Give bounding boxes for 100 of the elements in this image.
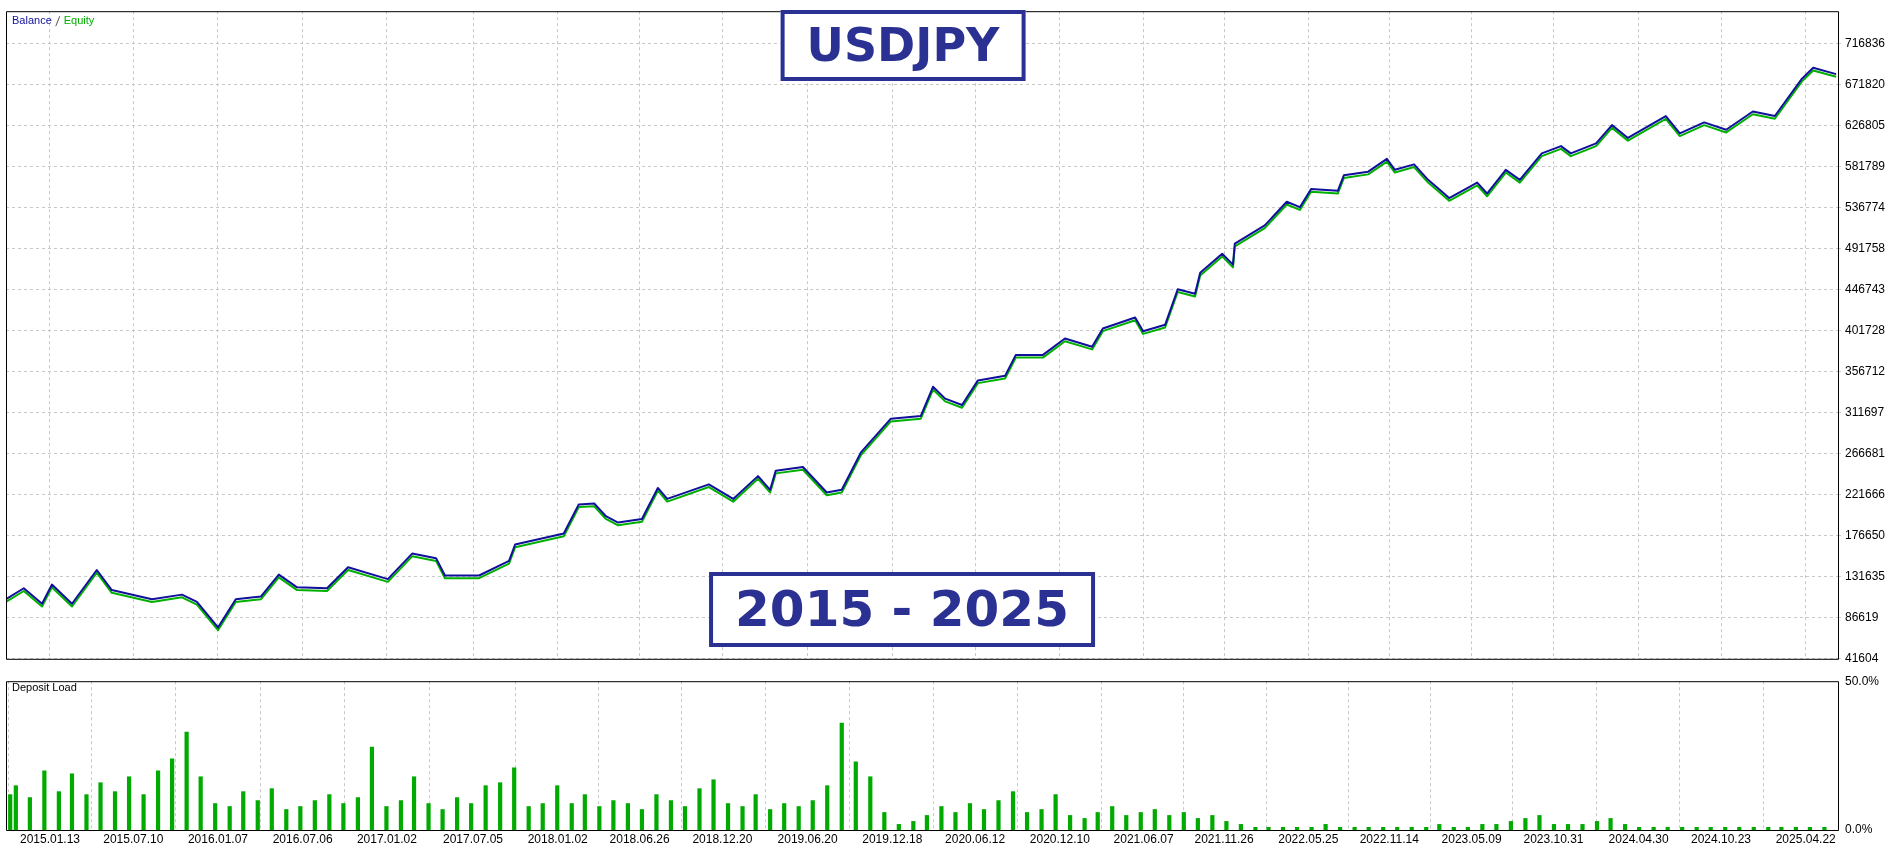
bar bbox=[611, 800, 616, 830]
bar bbox=[1068, 815, 1073, 830]
bar bbox=[740, 806, 745, 830]
x-tick-label: 2024.10.23 bbox=[1690, 831, 1752, 846]
bar bbox=[1053, 794, 1058, 830]
bar bbox=[582, 794, 587, 830]
x-tick-label: 2020.12.10 bbox=[1029, 831, 1091, 846]
bar bbox=[825, 785, 830, 830]
bar bbox=[1039, 809, 1044, 830]
bar bbox=[69, 773, 75, 830]
bar bbox=[327, 794, 332, 830]
bar bbox=[398, 800, 404, 830]
bar bbox=[1110, 806, 1115, 830]
y-tick-label: 401728 bbox=[1845, 322, 1886, 337]
bar bbox=[1807, 827, 1813, 830]
x-tick-label: 2018.06.26 bbox=[609, 831, 670, 846]
bar bbox=[1323, 824, 1328, 830]
bar bbox=[1024, 812, 1030, 830]
bar bbox=[1580, 824, 1585, 830]
bar bbox=[1723, 827, 1728, 830]
bar bbox=[1152, 809, 1157, 830]
bar bbox=[469, 803, 474, 830]
x-tick-label: 2023.05.09 bbox=[1441, 831, 1502, 846]
y-tick-label: 536774 bbox=[1845, 199, 1886, 214]
y-tick-label: 176650 bbox=[1845, 528, 1886, 542]
bar bbox=[1622, 824, 1628, 830]
bar bbox=[911, 821, 916, 830]
bar bbox=[1010, 791, 1016, 830]
bar bbox=[1523, 818, 1528, 830]
bar bbox=[1551, 824, 1557, 830]
x-tick-label: 2021.11.26 bbox=[1194, 831, 1254, 846]
bar bbox=[1465, 827, 1470, 830]
bar bbox=[1608, 818, 1613, 830]
bar bbox=[341, 803, 346, 830]
bar bbox=[1508, 821, 1514, 830]
bar bbox=[426, 803, 431, 830]
bar bbox=[753, 794, 758, 830]
bar bbox=[953, 812, 958, 830]
bar bbox=[882, 812, 887, 830]
bar bbox=[1181, 812, 1186, 830]
bar bbox=[639, 809, 645, 830]
bar bbox=[498, 782, 503, 830]
bar bbox=[1381, 827, 1386, 830]
bar bbox=[483, 785, 488, 830]
bar bbox=[1167, 815, 1172, 830]
x-tick-label: 2015.07.10 bbox=[103, 831, 164, 846]
x-tick-label: 2015.01.13 bbox=[19, 831, 81, 846]
bar bbox=[981, 809, 987, 830]
bar bbox=[8, 794, 13, 830]
bar bbox=[924, 815, 930, 830]
x-tick-label: 2020.06.12 bbox=[945, 831, 1006, 846]
bar bbox=[1751, 827, 1756, 830]
x-tick-label: 2016.07.06 bbox=[272, 831, 334, 846]
bar bbox=[1437, 824, 1442, 830]
y-tick-label: 41604 bbox=[1845, 651, 1879, 666]
bar bbox=[540, 803, 545, 830]
bar bbox=[355, 797, 360, 830]
bar bbox=[1409, 827, 1414, 830]
bar bbox=[555, 785, 560, 830]
bar bbox=[384, 806, 389, 830]
bar bbox=[269, 788, 274, 830]
bar bbox=[782, 803, 787, 830]
chart-title: USDJPY bbox=[780, 10, 1026, 81]
x-tick-label: 2023.10.31 bbox=[1523, 831, 1584, 846]
x-tick-label: 2019.06.20 bbox=[777, 831, 838, 846]
bar bbox=[711, 779, 716, 830]
y-tick-label: 311697 bbox=[1845, 404, 1885, 419]
y-tick-label: 356712 bbox=[1845, 363, 1886, 378]
y-tick-label: 446743 bbox=[1845, 281, 1886, 296]
x-tick-label: 2017.01.02 bbox=[356, 831, 418, 846]
bar bbox=[1195, 818, 1200, 830]
bar bbox=[1565, 824, 1571, 830]
bar bbox=[939, 806, 944, 830]
bar bbox=[1352, 827, 1357, 830]
bar bbox=[1822, 827, 1827, 830]
bar bbox=[1793, 827, 1798, 830]
bar bbox=[725, 803, 731, 830]
bar bbox=[112, 791, 118, 830]
bar bbox=[853, 761, 858, 830]
bar bbox=[810, 800, 815, 830]
bar bbox=[1082, 818, 1087, 830]
bar bbox=[1280, 827, 1286, 830]
bar bbox=[1238, 824, 1244, 830]
bar bbox=[1680, 827, 1685, 830]
bar bbox=[1366, 827, 1371, 830]
bar bbox=[1451, 827, 1456, 830]
bar bbox=[1594, 821, 1600, 830]
bar bbox=[284, 809, 289, 830]
text: Balance bbox=[12, 13, 52, 26]
x-tick-label: 2022.05.25 bbox=[1278, 831, 1339, 846]
bar bbox=[839, 722, 844, 830]
bar bbox=[1494, 824, 1499, 830]
bar bbox=[1651, 827, 1656, 830]
bar bbox=[1395, 827, 1400, 830]
text: 2015 - 2025 bbox=[709, 572, 1095, 647]
bar bbox=[411, 776, 417, 830]
bar bbox=[1338, 827, 1343, 830]
bar bbox=[1779, 827, 1784, 830]
bar bbox=[84, 794, 89, 830]
bar bbox=[440, 809, 445, 830]
